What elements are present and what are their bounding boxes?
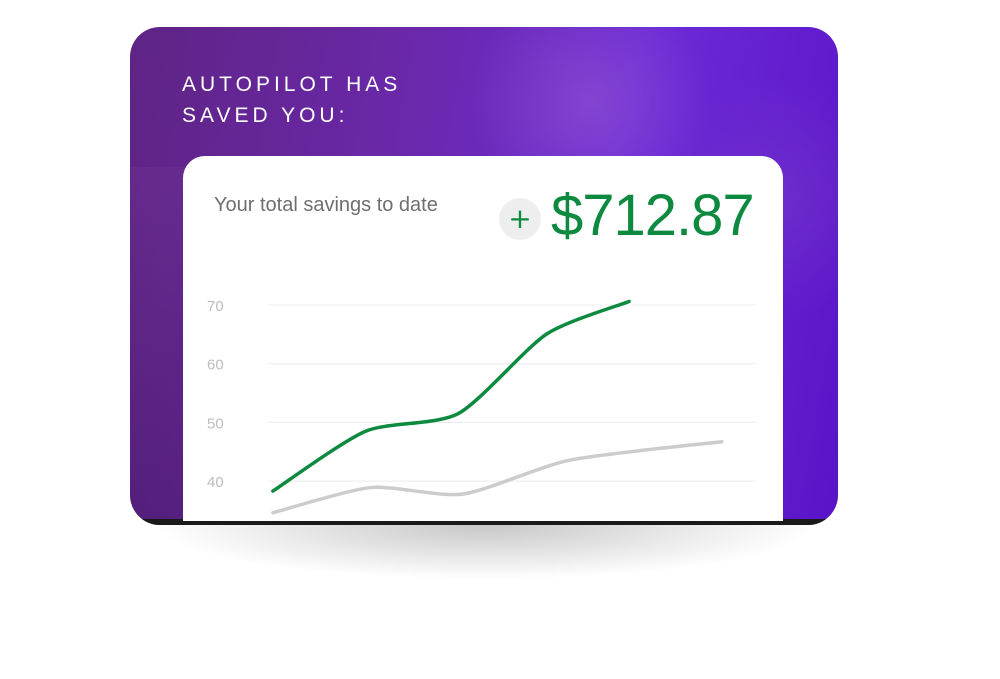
comparison-series-line (271, 440, 724, 515)
savings-card: Your total savings to date + $712.87 70 6… (183, 156, 783, 525)
hero-title-line1: AUTOPILOT HAS (182, 73, 402, 96)
savings-label: Your total savings to date (214, 194, 438, 216)
hero-title: AUTOPILOT HAS SAVED YOU: (182, 69, 401, 131)
y-tick-label: 50 (207, 415, 224, 432)
plus-icon: + (499, 198, 541, 240)
savings-amount: $712.87 (551, 183, 755, 248)
savings-series-line (271, 299, 631, 493)
y-tick-label: 70 (207, 298, 224, 315)
savings-chart: 70 60 50 40 (207, 298, 756, 515)
y-tick-label: 60 (207, 357, 224, 374)
bottom-edge (183, 521, 783, 525)
hero-title-line2: SAVED YOU: (182, 104, 349, 127)
y-tick-label: 40 (207, 474, 224, 491)
